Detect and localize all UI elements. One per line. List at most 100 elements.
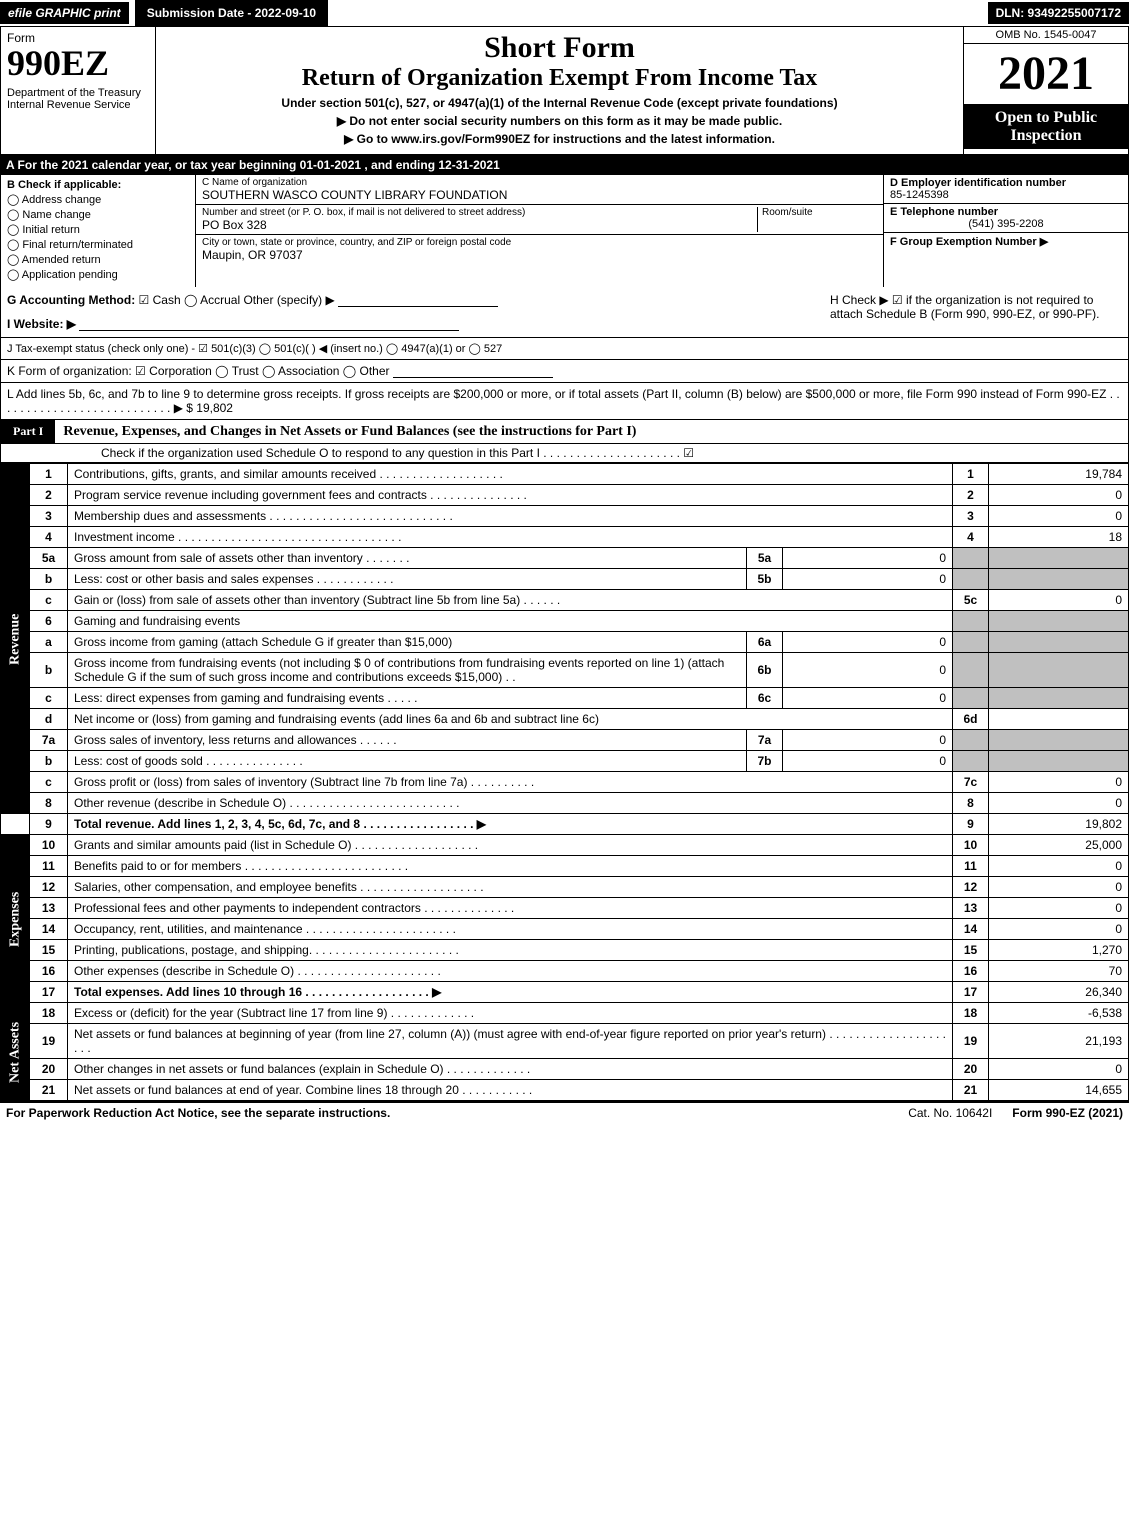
line-desc: Net assets or fund balances at beginning… [68, 1024, 953, 1059]
E-tel-label: E Telephone number [890, 206, 1122, 218]
line-box: 7c [953, 772, 989, 793]
line-val: 70 [989, 961, 1129, 982]
line-val: 21,193 [989, 1024, 1129, 1059]
grey-cell [989, 653, 1129, 688]
ln: 5a [30, 548, 68, 569]
ln: c [30, 688, 68, 709]
grey-cell [953, 688, 989, 709]
dept-label: Department of the Treasury [7, 87, 149, 99]
line-val: 26,340 [989, 982, 1129, 1003]
line-desc: Total expenses. Add lines 10 through 16 … [68, 982, 953, 1003]
line-box: 8 [953, 793, 989, 814]
tel-value: (541) 395-2208 [890, 218, 1122, 230]
check-initial-return[interactable]: ◯ Initial return [7, 223, 189, 236]
line-desc: Investment income . . . . . . . . . . . … [68, 527, 953, 548]
ein-value: 85-1245398 [890, 189, 1122, 201]
dln-label: DLN: 93492255007172 [988, 2, 1129, 24]
B-label: B Check if applicable: [7, 179, 189, 191]
sub-box: 7b [747, 751, 783, 772]
ln: 3 [30, 506, 68, 527]
ln: 19 [30, 1024, 68, 1059]
line-val: 19,784 [989, 464, 1129, 485]
line-desc: Program service revenue including govern… [68, 485, 953, 506]
check-address-change[interactable]: ◯ Address change [7, 193, 189, 206]
line-desc: Other expenses (describe in Schedule O) … [68, 961, 953, 982]
open-to-public: Open to Public Inspection [964, 105, 1128, 149]
line-box: 19 [953, 1024, 989, 1059]
C-street-label: Number and street (or P. O. box, if mail… [202, 207, 757, 218]
line-box: 5c [953, 590, 989, 611]
line-desc: Gross income from gaming (attach Schedul… [68, 632, 747, 653]
ln: 7a [30, 730, 68, 751]
line-box: 9 [953, 814, 989, 835]
line-box: 11 [953, 856, 989, 877]
line-desc: Contributions, gifts, grants, and simila… [68, 464, 953, 485]
line-desc: Less: cost of goods sold . . . . . . . .… [68, 751, 747, 772]
sub-val: 0 [783, 730, 953, 751]
grey-cell [989, 751, 1129, 772]
grey-cell [989, 569, 1129, 590]
line-desc: Gross profit or (loss) from sales of inv… [68, 772, 953, 793]
ln: b [30, 653, 68, 688]
check-name-change[interactable]: ◯ Name change [7, 208, 189, 221]
G-cash[interactable]: ☑ Cash [139, 293, 181, 307]
D-ein-label: D Employer identification number [890, 177, 1122, 189]
website-blank[interactable] [79, 330, 459, 331]
part1-header: Part I Revenue, Expenses, and Changes in… [0, 420, 1129, 444]
sub-box: 6c [747, 688, 783, 709]
F-group-label: F Group Exemption Number ▶ [890, 236, 1048, 248]
line-desc: Membership dues and assessments . . . . … [68, 506, 953, 527]
line-box: 1 [953, 464, 989, 485]
line-val: 0 [989, 856, 1129, 877]
org-city: Maupin, OR 97037 [202, 248, 877, 262]
line-val: 0 [989, 772, 1129, 793]
ln: 16 [30, 961, 68, 982]
line-box: 2 [953, 485, 989, 506]
line-box: 18 [953, 1003, 989, 1024]
line-desc: Salaries, other compensation, and employ… [68, 877, 953, 898]
line-val: 0 [989, 1059, 1129, 1080]
form-code: 990EZ [7, 45, 149, 81]
line-val: 0 [989, 919, 1129, 940]
grey-cell [953, 611, 989, 632]
form-header: Form 990EZ Department of the Treasury In… [0, 27, 1129, 155]
ln: 11 [30, 856, 68, 877]
line-desc: Printing, publications, postage, and shi… [68, 940, 953, 961]
line-box: 14 [953, 919, 989, 940]
org-name: SOUTHERN WASCO COUNTY LIBRARY FOUNDATION [202, 188, 877, 202]
K-other-blank[interactable] [393, 377, 553, 378]
grey-cell [989, 548, 1129, 569]
ln: 17 [30, 982, 68, 1003]
row-A: A For the 2021 calendar year, or tax yea… [0, 155, 1129, 175]
line-desc: Excess or (deficit) for the year (Subtra… [68, 1003, 953, 1024]
G-accrual[interactable]: ◯ Accrual [184, 293, 240, 307]
line-box: 13 [953, 898, 989, 919]
part1-title: Revenue, Expenses, and Changes in Net As… [55, 424, 1128, 440]
submission-date-button[interactable]: Submission Date - 2022-09-10 [135, 0, 328, 26]
G-label: G Accounting Method: [7, 293, 135, 307]
line-box: 3 [953, 506, 989, 527]
grey-cell [953, 730, 989, 751]
check-amended-return[interactable]: ◯ Amended return [7, 253, 189, 266]
line-val: 0 [989, 506, 1129, 527]
line-val: -6,538 [989, 1003, 1129, 1024]
ln: 6 [30, 611, 68, 632]
G-other-blank[interactable] [338, 306, 498, 307]
line-val: 0 [989, 793, 1129, 814]
ln: 20 [30, 1059, 68, 1080]
line-val: 19,802 [989, 814, 1129, 835]
line-box: 21 [953, 1080, 989, 1101]
row-L: L Add lines 5b, 6c, and 7b to line 9 to … [0, 383, 1129, 420]
G-other[interactable]: Other (specify) ▶ [243, 293, 334, 307]
line-desc: Benefits paid to or for members . . . . … [68, 856, 953, 877]
part1-table: Revenue 1 Contributions, gifts, grants, … [0, 463, 1129, 1101]
check-application-pending[interactable]: ◯ Application pending [7, 268, 189, 281]
efile-print-button[interactable]: efile GRAPHIC print [0, 2, 129, 24]
check-final-return[interactable]: ◯ Final return/terminated [7, 238, 189, 251]
form-ref: Form 990-EZ (2021) [1012, 1106, 1123, 1120]
ln: c [30, 590, 68, 611]
org-street: PO Box 328 [202, 218, 757, 232]
side-expenses: Expenses [1, 835, 30, 1003]
line-desc: Gross income from fundraising events (no… [68, 653, 747, 688]
ssn-note: ▶ Do not enter social security numbers o… [164, 114, 955, 128]
